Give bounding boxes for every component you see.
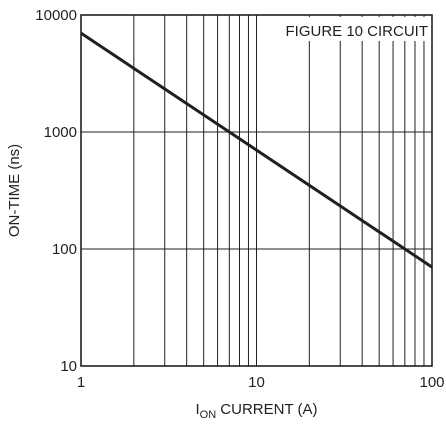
series-line	[80, 31, 433, 269]
y-axis-label: ON-TIME (ns)	[6, 144, 23, 237]
x-axis-label-subscript: ON	[200, 409, 217, 421]
y-tick-label: 10	[60, 358, 77, 375]
y-tick-label: 1000	[44, 124, 77, 141]
annotation-background	[278, 17, 431, 41]
x-tick-labels: 1 10 100	[77, 374, 445, 391]
annotation-figure-10-circuit: FIGURE 10 CIRCUIT	[285, 23, 428, 40]
y-tick-label: 10000	[35, 7, 77, 24]
x-axis-label-rest: CURRENT (A)	[216, 401, 317, 418]
x-tick-label: 100	[419, 374, 444, 391]
x-tick-label: 10	[248, 374, 265, 391]
x-axis-label: ION CURRENT (A)	[195, 401, 317, 421]
y-tick-labels: 10 100 1000 10000	[35, 7, 77, 375]
x-tick-label: 1	[77, 374, 85, 391]
x-axis-label-main: I	[195, 401, 199, 418]
plot-frame	[80, 14, 433, 367]
grid-lines	[81, 15, 432, 366]
y-tick-label: 100	[52, 241, 77, 258]
series-group	[80, 31, 433, 269]
